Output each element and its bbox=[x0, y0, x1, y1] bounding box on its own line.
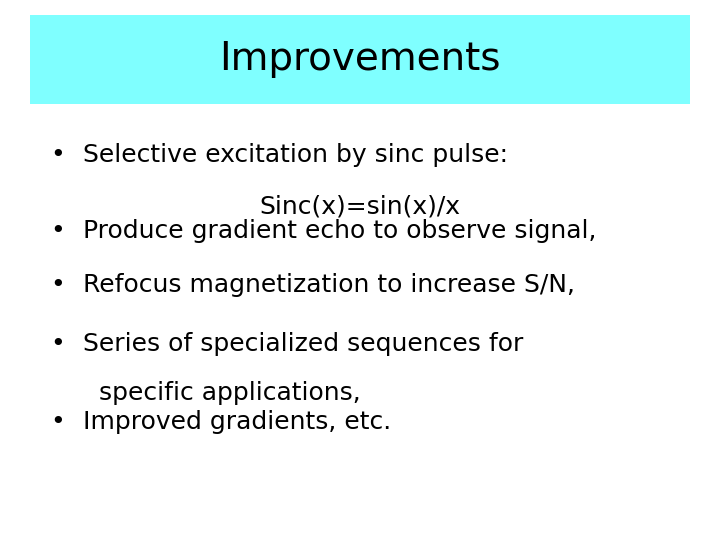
Text: •: • bbox=[50, 143, 65, 167]
FancyBboxPatch shape bbox=[30, 15, 690, 104]
Text: Improved gradients, etc.: Improved gradients, etc. bbox=[83, 410, 391, 434]
Text: Produce gradient echo to observe signal,: Produce gradient echo to observe signal, bbox=[83, 219, 596, 242]
Text: specific applications,: specific applications, bbox=[83, 381, 361, 404]
Text: •: • bbox=[50, 273, 65, 296]
Text: •: • bbox=[50, 219, 65, 242]
Text: Series of specialized sequences for: Series of specialized sequences for bbox=[83, 332, 523, 356]
Text: •: • bbox=[50, 332, 65, 356]
Text: Improvements: Improvements bbox=[220, 40, 500, 78]
Text: •: • bbox=[50, 410, 65, 434]
Text: Sinc(x)=sin(x)/x: Sinc(x)=sin(x)/x bbox=[259, 194, 461, 218]
Text: Selective excitation by sinc pulse:: Selective excitation by sinc pulse: bbox=[83, 143, 508, 167]
Text: Refocus magnetization to increase S/N,: Refocus magnetization to increase S/N, bbox=[83, 273, 575, 296]
